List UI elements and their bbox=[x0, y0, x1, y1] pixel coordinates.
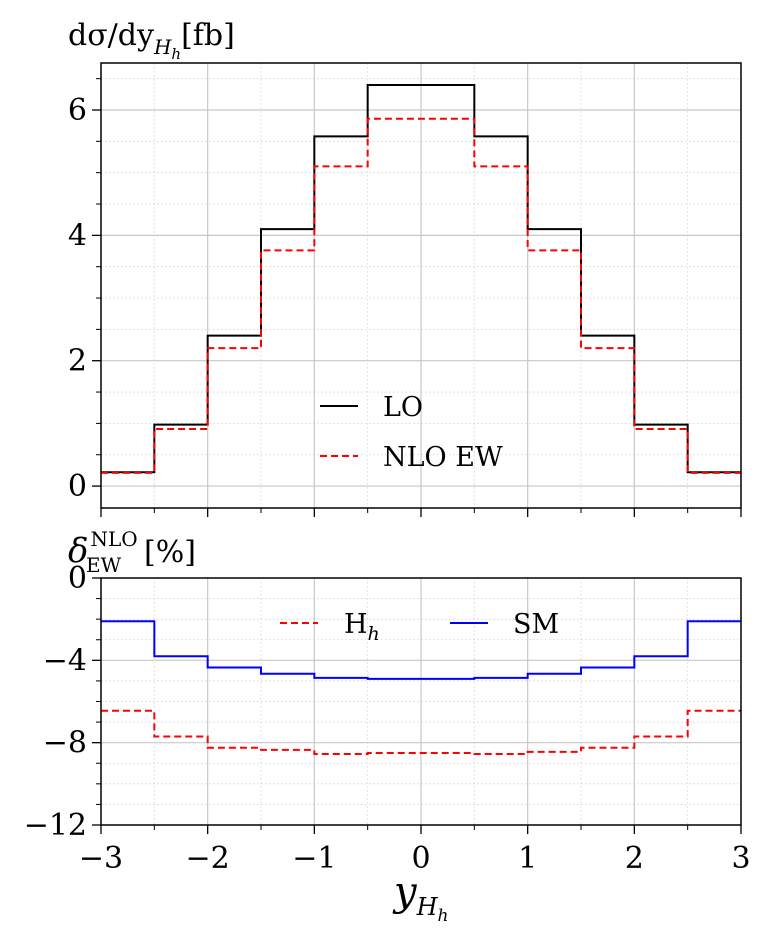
x-axis-label-main: y bbox=[392, 869, 418, 915]
bottom-ylabel-main: δ bbox=[68, 531, 88, 571]
bottom-xtick-label: 0 bbox=[411, 841, 430, 876]
top-legend: LO NLO EW bbox=[320, 392, 503, 473]
bottom-series-sm bbox=[101, 620, 741, 680]
legend-sm-label: SM bbox=[513, 609, 559, 640]
bottom-ytick-label: −4 bbox=[43, 643, 87, 678]
bottom-xtick-label: 3 bbox=[731, 841, 750, 876]
legend-hh-main: H bbox=[344, 609, 368, 640]
legend-lo-label: LO bbox=[383, 392, 423, 423]
x-axis-label: yHh bbox=[392, 869, 449, 926]
top-ylabel-subsub: h bbox=[171, 45, 181, 63]
bottom-ylabel: δ NLO EW [%] bbox=[68, 527, 196, 577]
x-axis-label-sub: H bbox=[416, 893, 439, 921]
bottom-xtick-label: 1 bbox=[518, 841, 537, 876]
bottom-series-h bbox=[101, 709, 741, 755]
bottom-xtick-label: −1 bbox=[292, 841, 336, 876]
bottom-ytick-label: −12 bbox=[24, 808, 87, 843]
bottom-ylabel-unit: [%] bbox=[144, 535, 196, 570]
top-ylabel-sub: H bbox=[153, 35, 172, 59]
axes-layer: 0 2 4 6 0 −4 −8 −12−3 −2 −1 0 1 2 3 bbox=[24, 62, 751, 876]
top-ytick-label: 2 bbox=[68, 344, 87, 379]
top-ytick-label: 0 bbox=[68, 469, 87, 504]
series-layer bbox=[101, 83, 741, 755]
bottom-ytick-label: −8 bbox=[43, 726, 87, 761]
top-series-nlo-ew bbox=[101, 117, 741, 474]
bottom-xtick-label: −2 bbox=[186, 841, 230, 876]
top-ylabel: dσ/dyHh[fb] bbox=[68, 18, 235, 63]
bottom-ylabel-sup: NLO bbox=[90, 527, 137, 551]
legend-nlo-ew-label: NLO EW bbox=[383, 442, 503, 473]
bottom-axes-frame bbox=[100, 577, 742, 826]
top-ylabel-main: dσ/dy bbox=[68, 18, 154, 53]
legend-hh-sub: h bbox=[368, 623, 380, 645]
top-ytick-label: 6 bbox=[68, 93, 87, 128]
top-ytick-label: 4 bbox=[68, 218, 87, 253]
bottom-legend: Hh SM bbox=[280, 609, 559, 645]
x-axis-label-subsub: h bbox=[438, 906, 449, 926]
bottom-ytick-label: 0 bbox=[68, 561, 87, 596]
legend-hh-label: Hh bbox=[344, 609, 380, 645]
bottom-xtick-label: 2 bbox=[625, 841, 644, 876]
top-axes-frame bbox=[100, 62, 742, 509]
bottom-xtick-label: −3 bbox=[79, 841, 123, 876]
top-ylabel-unit: [fb] bbox=[181, 18, 235, 53]
bottom-ylabel-sub: EW bbox=[86, 553, 122, 577]
